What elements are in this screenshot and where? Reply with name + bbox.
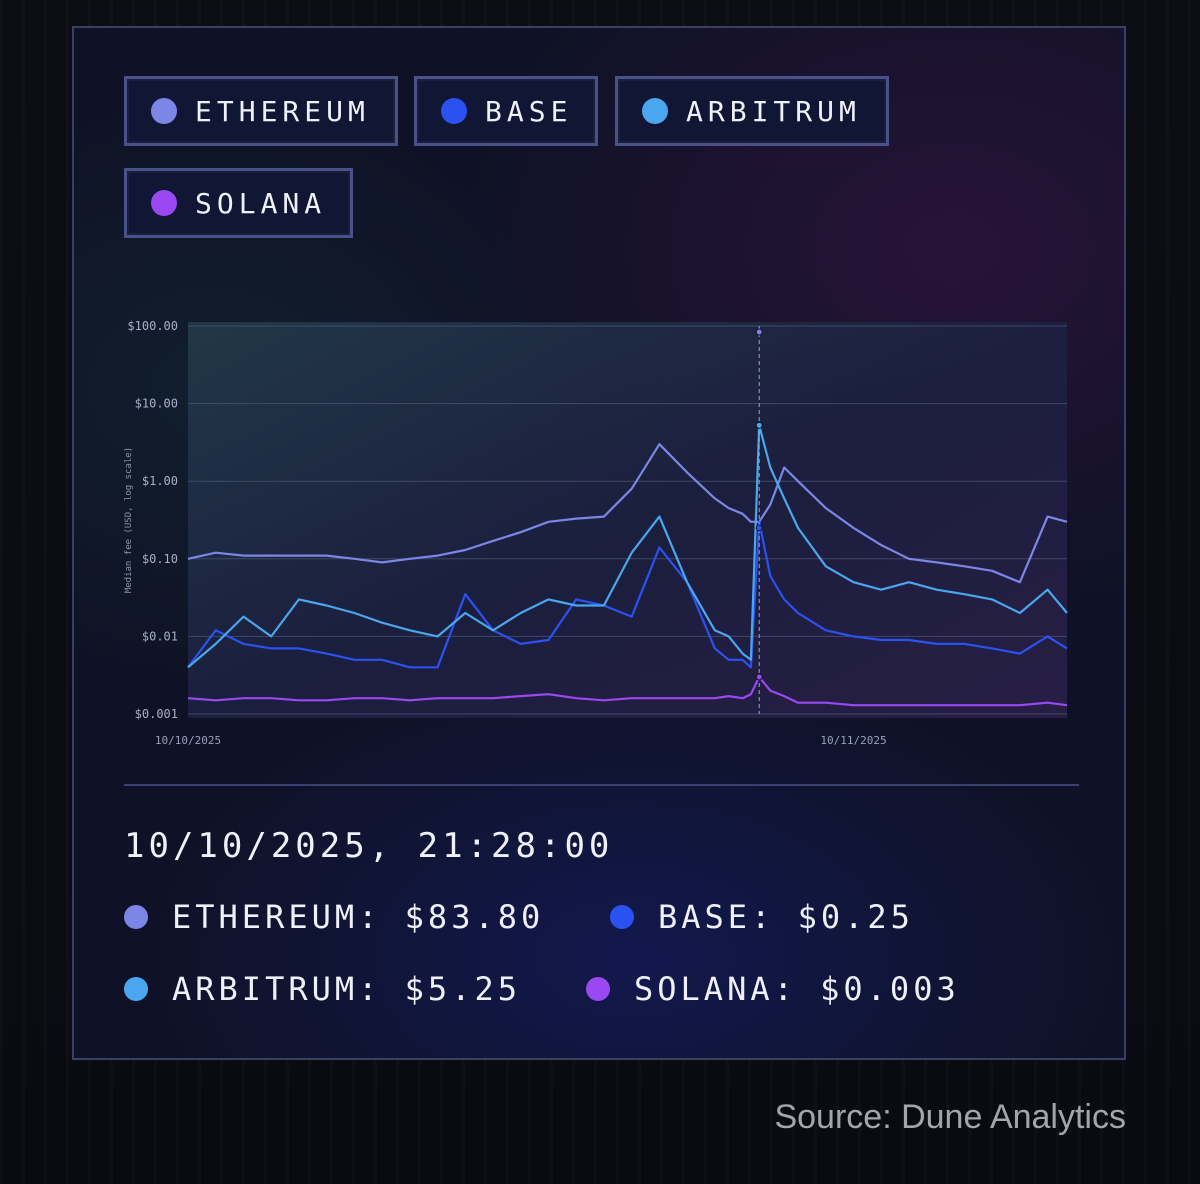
x-tick-label: 10/10/2025 [155, 734, 221, 747]
tooltip-text-ethereum: ETHEREUM: $83.80 [172, 898, 545, 936]
tooltip-timestamp: 10/10/2025, 21:28:00 [124, 826, 614, 866]
legend-label-solana: SOLANA [195, 186, 327, 220]
tooltip-value-base: BASE: $0.25 [610, 898, 914, 936]
legend-label-base: BASE [485, 94, 573, 128]
base-dot-icon [610, 905, 634, 929]
hover-point-arbitrum [755, 421, 763, 429]
x-tick-label: 10/11/2025 [820, 734, 886, 747]
hover-point-ethereum [755, 328, 763, 336]
base-dot-icon [441, 98, 467, 124]
y-tick-label: $1.00 [142, 474, 178, 488]
ethereum-dot-icon [124, 905, 148, 929]
arbitrum-dot-icon [124, 977, 148, 1001]
y-tick-label: $0.10 [142, 552, 178, 566]
series-line-solana [187, 675, 1068, 707]
source-credit: Source: Dune Analytics [774, 1098, 1126, 1136]
fee-chart[interactable]: $100.00 $10.00 $1.00 $0.10 $0.01 $0.001 Median… [114, 306, 1084, 756]
divider [124, 784, 1079, 786]
y-axis-label: Median fee (USD, log scale) [124, 447, 134, 593]
tooltip-value-ethereum: ETHEREUM: $83.80 [124, 898, 544, 936]
tooltip-value-solana: SOLANA: $0.003 [586, 970, 960, 1008]
legend-label-arbitrum: ARBITRUM [686, 94, 861, 128]
series-line-ethereum [187, 443, 1068, 584]
plot-area [188, 322, 1067, 718]
legend-chip-solana[interactable]: SOLANA [124, 168, 353, 238]
chart-card: ETHEREUM BASE ARBITRUM SOLANA $100.00 $10… [72, 26, 1126, 1060]
solana-dot-icon [151, 190, 177, 216]
solana-dot-icon [586, 977, 610, 1001]
hover-point-solana [755, 673, 763, 681]
series-line-arbitrum [187, 424, 1068, 669]
arbitrum-dot-icon [642, 98, 668, 124]
y-tick-label: $10.00 [135, 397, 178, 411]
hover-point-base [755, 524, 763, 532]
legend-chip-base[interactable]: BASE [414, 76, 598, 146]
tooltip-text-base: BASE: $0.25 [658, 898, 914, 936]
legend-chip-ethereum[interactable]: ETHEREUM [124, 76, 398, 146]
y-tick-label: $0.01 [142, 629, 178, 643]
ethereum-dot-icon [151, 98, 177, 124]
tooltip-value-arbitrum: ARBITRUM: $5.25 [124, 970, 521, 1008]
legend-chip-arbitrum[interactable]: ARBITRUM [615, 76, 889, 146]
tooltip-text-solana: SOLANA: $0.003 [634, 970, 960, 1008]
y-tick-label: $0.001 [135, 707, 178, 721]
tooltip-text-arbitrum: ARBITRUM: $5.25 [172, 970, 521, 1008]
legend-label-ethereum: ETHEREUM [195, 94, 370, 128]
y-tick-label: $100.00 [127, 319, 178, 333]
